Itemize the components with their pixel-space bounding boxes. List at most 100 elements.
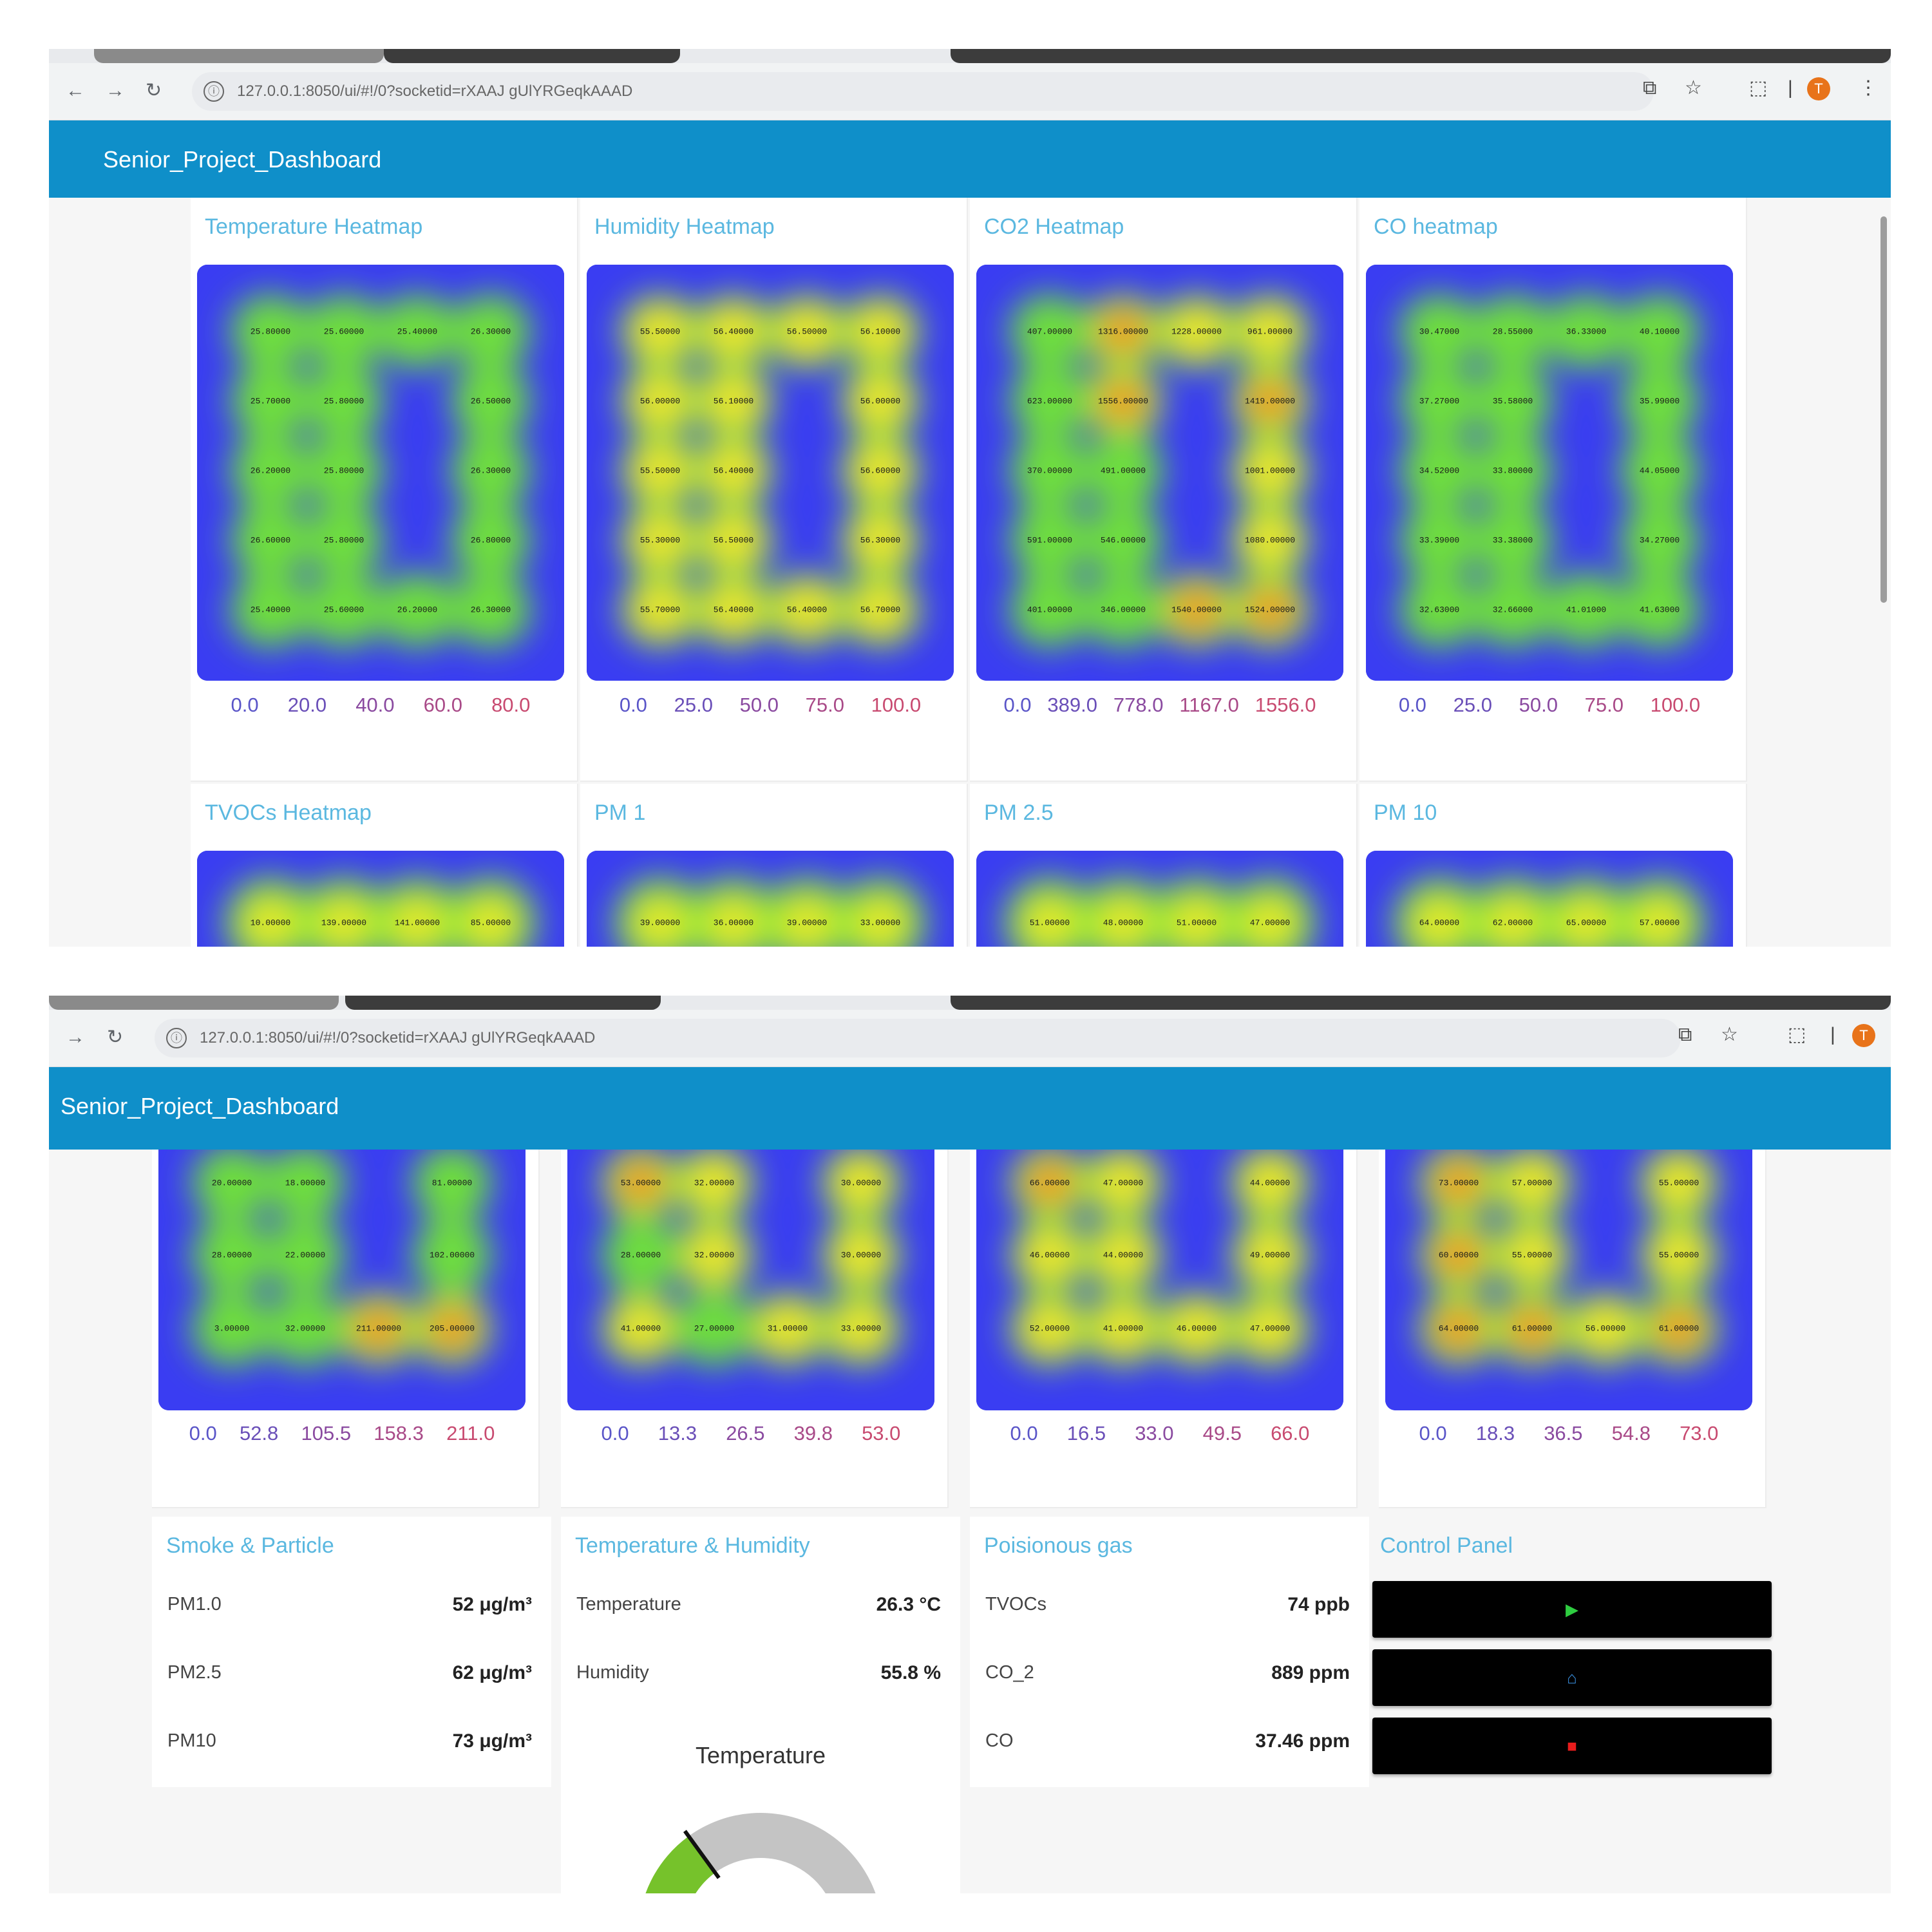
heatmap-cell	[1473, 573, 1553, 647]
heatmap-value: 30.00000	[840, 1178, 882, 1188]
scale-tick-label: 0.0	[619, 694, 647, 716]
star-icon[interactable]: ☆	[1685, 77, 1702, 99]
scale-tick-label: 0.0	[189, 1422, 217, 1444]
heatmap-value: 28.00000	[620, 1250, 661, 1260]
browser-tab[interactable]	[384, 49, 680, 63]
heatmap-value: 1556.00000	[1097, 396, 1149, 406]
heatmap-value: 35.99000	[1639, 396, 1680, 406]
metric-row: PM10 73 μg/m³	[167, 1730, 532, 1756]
heatmap-value: 47.00000	[1249, 918, 1291, 928]
heatmap-cell	[1546, 573, 1626, 647]
address-bar[interactable]: ⓘ 127.0.0.1:8050/ui/#!/0?socketid=rXAAJ …	[155, 1019, 1681, 1057]
browser-tab[interactable]	[345, 996, 661, 1010]
heatmap-value: 56.50000	[713, 535, 754, 545]
heatmap-canvas	[1385, 1150, 1752, 1410]
metric-row: Humidity 55.8 %	[576, 1662, 941, 1688]
heatmap-value: 25.80000	[323, 535, 365, 545]
address-bar[interactable]: ⓘ 127.0.0.1:8050/ui/#!/0?socketid=rXAAJ …	[192, 72, 1654, 111]
metric-label: CO	[985, 1730, 1014, 1751]
heatmap-value: 65.00000	[1566, 918, 1607, 928]
app-header: Senior_Project_Dashboard	[49, 120, 1891, 198]
back-icon[interactable]: ←	[66, 80, 85, 101]
reload-icon[interactable]: ↻	[107, 1027, 124, 1048]
heatmap-value: 46.00000	[1176, 1323, 1217, 1334]
heatmap-value: 139.00000	[321, 918, 367, 928]
heatmap-value: 56.10000	[713, 396, 754, 406]
page-scrollbar[interactable]	[1880, 216, 1887, 603]
scale-tick-label: 16.5	[1066, 1422, 1106, 1444]
heatmap-canvas	[567, 1150, 934, 1410]
heatmap-value: 546.00000	[1100, 535, 1146, 545]
url-text[interactable]: 127.0.0.1:8050/ui/#!/0?socketid=rXAAJ gU…	[237, 82, 633, 100]
heatmap-value: 56.60000	[860, 466, 901, 476]
browser-tab[interactable]	[49, 996, 339, 1010]
heatmap-value: 55.50000	[639, 327, 681, 337]
forward-icon[interactable]: →	[66, 1027, 85, 1048]
scale-tick-label: 36.5	[1544, 1422, 1583, 1444]
heatmap-peak	[1032, 1166, 1068, 1200]
stop-button[interactable]: ■	[1372, 1718, 1772, 1774]
forward-icon[interactable]: →	[106, 80, 125, 101]
play-icon: ▶	[1566, 1600, 1578, 1619]
scale-tick-label: 80.0	[491, 694, 531, 716]
scale-tick-label: 0.0	[1398, 694, 1426, 716]
metric-value: 62 μg/m³	[452, 1662, 532, 1683]
scale-tick-label: 211.0	[446, 1422, 495, 1444]
browser-toolbar: ← → ↻ ⓘ 127.0.0.1:8050/ui/#!/0?socketid=…	[49, 63, 1891, 120]
heatmap-peak	[1105, 315, 1141, 348]
extensions-icon[interactable]: ⬚	[1788, 1024, 1806, 1045]
metric-card-title: Temperature & Humidity	[575, 1533, 810, 1558]
profile-avatar[interactable]: T	[1852, 1024, 1875, 1047]
heatmap-value-labels: 39.00000 36.00000 39.00000 33.00000	[587, 851, 954, 947]
scale-tick-label: 73.0	[1680, 1422, 1719, 1444]
heatmap-value: 26.80000	[470, 535, 511, 545]
profile-avatar[interactable]: T	[1807, 77, 1830, 100]
metric-card: Poisionous gas TVOCs 74 ppb CO_2 889 ppm CO 37…	[970, 1517, 1369, 1787]
color-scale: 0.0 13.3 26.5 39.8 53.0	[567, 1422, 934, 1448]
cast-icon[interactable]: ⧉	[1678, 1024, 1692, 1045]
heatmap-hotspot	[777, 583, 837, 637]
heatmap-value: 56.40000	[713, 466, 754, 476]
url-text[interactable]: 127.0.0.1:8050/ui/#!/0?socketid=rXAAJ gU…	[200, 1029, 596, 1046]
heatmap-value: 34.52000	[1419, 466, 1460, 476]
heatmap-cell	[231, 573, 310, 647]
heatmap-cell	[1010, 294, 1090, 369]
heatmap-hotspot	[630, 374, 690, 428]
menu-icon[interactable]: ⋮	[1859, 77, 1878, 99]
heatmap-cell	[451, 294, 531, 369]
cast-icon[interactable]: ⧉	[1643, 77, 1657, 99]
heatmap-hotspot	[704, 583, 763, 637]
heatmap-value: 55.70000	[639, 605, 681, 615]
reload-icon[interactable]: ↻	[146, 80, 162, 101]
star-icon[interactable]: ☆	[1721, 1024, 1738, 1045]
browser-tab[interactable]	[94, 49, 384, 63]
metric-card-title: Poisionous gas	[984, 1533, 1133, 1558]
heatmap-cell	[231, 433, 310, 508]
heatmap-value: 25.40000	[397, 327, 438, 337]
heatmap-hotspot	[855, 900, 906, 946]
heatmap-peak	[361, 1312, 397, 1345]
extensions-icon[interactable]: ⬚	[1749, 77, 1768, 99]
browser-tab[interactable]	[951, 996, 1891, 1010]
heatmap-value: 36.00000	[713, 918, 754, 928]
tab-strip	[49, 49, 1891, 63]
metric-row: PM1.0 52 μg/m³	[167, 1594, 532, 1620]
site-info-icon[interactable]: ⓘ	[166, 1028, 187, 1048]
gauge-needle	[683, 1830, 721, 1879]
heatmap-hotspot	[1020, 1302, 1079, 1356]
heatmap-peak	[1441, 1166, 1477, 1200]
site-info-icon[interactable]: ⓘ	[204, 81, 224, 102]
heatmap-value: 85.00000	[470, 918, 511, 928]
heatmap-value: 33.80000	[1492, 466, 1533, 476]
play-button[interactable]: ▶	[1372, 1581, 1772, 1638]
heatmap-cell	[1473, 503, 1553, 578]
browser-tab[interactable]	[951, 49, 1891, 63]
heatmap-cell	[265, 1291, 345, 1366]
browser-screenshot-bottom: → ↻ ⓘ 127.0.0.1:8050/ui/#!/0?socketid=rX…	[49, 996, 1891, 1893]
home-button[interactable]: ⌂	[1372, 1649, 1772, 1706]
metric-card-title: Smoke & Particle	[166, 1533, 334, 1558]
scale-tick-label: 13.3	[658, 1422, 697, 1444]
metric-row: CO_2 889 ppm	[985, 1662, 1350, 1688]
heatmap: 66.00000 47.00000 44.00000 46.00000 44.00000…	[976, 1150, 1343, 1410]
heatmap-card: 73.00000 57.00000 55.00000 60.00000 55.00000…	[1379, 1150, 1766, 1412]
